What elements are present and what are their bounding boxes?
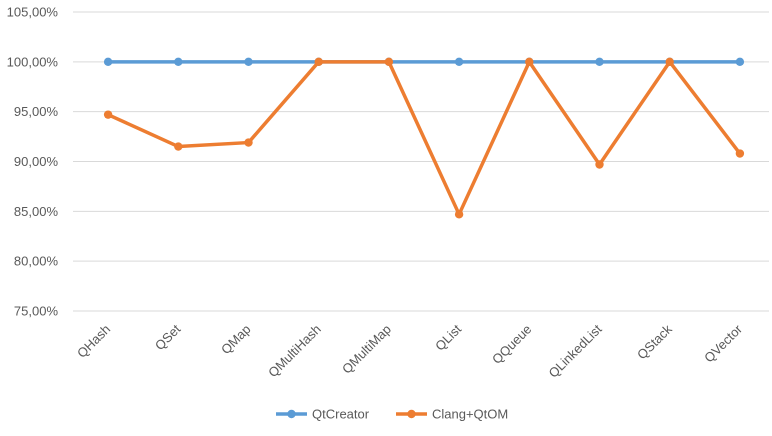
data-point	[735, 57, 745, 67]
data-point	[103, 57, 113, 67]
x-tick-label: QMap	[218, 322, 254, 358]
data-point	[665, 57, 674, 67]
y-tick-label: 95,00%	[14, 104, 59, 119]
data-point	[595, 57, 604, 67]
x-axis-tick-labels: QHash QSet QMap QMultiHash QMultiMap QList QQu…	[74, 321, 745, 381]
series-line	[106, 60, 742, 217]
x-tick-label: QVector	[701, 321, 745, 365]
data-point	[174, 142, 183, 151]
y-tick-label: 90,00%	[14, 154, 59, 169]
y-tick-label: 105,00%	[7, 5, 59, 20]
legend-swatch-marker	[407, 409, 416, 419]
data-point	[174, 57, 183, 67]
legend-swatch-marker	[287, 409, 296, 419]
x-tick-label: QStack	[634, 321, 675, 362]
x-tick-label: QMultiMap	[339, 322, 394, 377]
x-tick-label: QQueue	[489, 322, 534, 367]
y-tick-label: 80,00%	[14, 254, 59, 269]
x-tick-label: QMultiHash	[265, 322, 324, 381]
x-tick-label: QHash	[74, 322, 113, 361]
data-point	[384, 57, 394, 67]
y-axis-tick-labels: 75,00% 80,00% 85,00% 90,00% 95,00% 100,00% 105…	[7, 5, 59, 319]
data-point	[103, 110, 113, 119]
data-point	[244, 138, 253, 147]
data-point	[314, 57, 323, 67]
data-point	[595, 160, 604, 169]
series-group	[103, 57, 745, 219]
legend: QtCreator Clang+QtOM	[276, 407, 508, 422]
data-point	[735, 149, 745, 158]
y-tick-label: 100,00%	[7, 54, 59, 69]
y-tick-label: 75,00%	[14, 304, 59, 319]
data-point	[454, 210, 464, 219]
x-tick-label: QSet	[152, 321, 184, 353]
y-tick-label: 85,00%	[14, 204, 59, 219]
data-point	[454, 57, 464, 67]
x-tick-label: QList	[432, 321, 464, 353]
legend-label: Clang+QtOM	[432, 407, 508, 422]
legend-label: QtCreator	[312, 407, 370, 422]
gridlines	[73, 11, 769, 312]
x-tick-label: QLinkedList	[545, 321, 604, 380]
data-point	[525, 57, 534, 67]
data-point	[244, 57, 253, 67]
